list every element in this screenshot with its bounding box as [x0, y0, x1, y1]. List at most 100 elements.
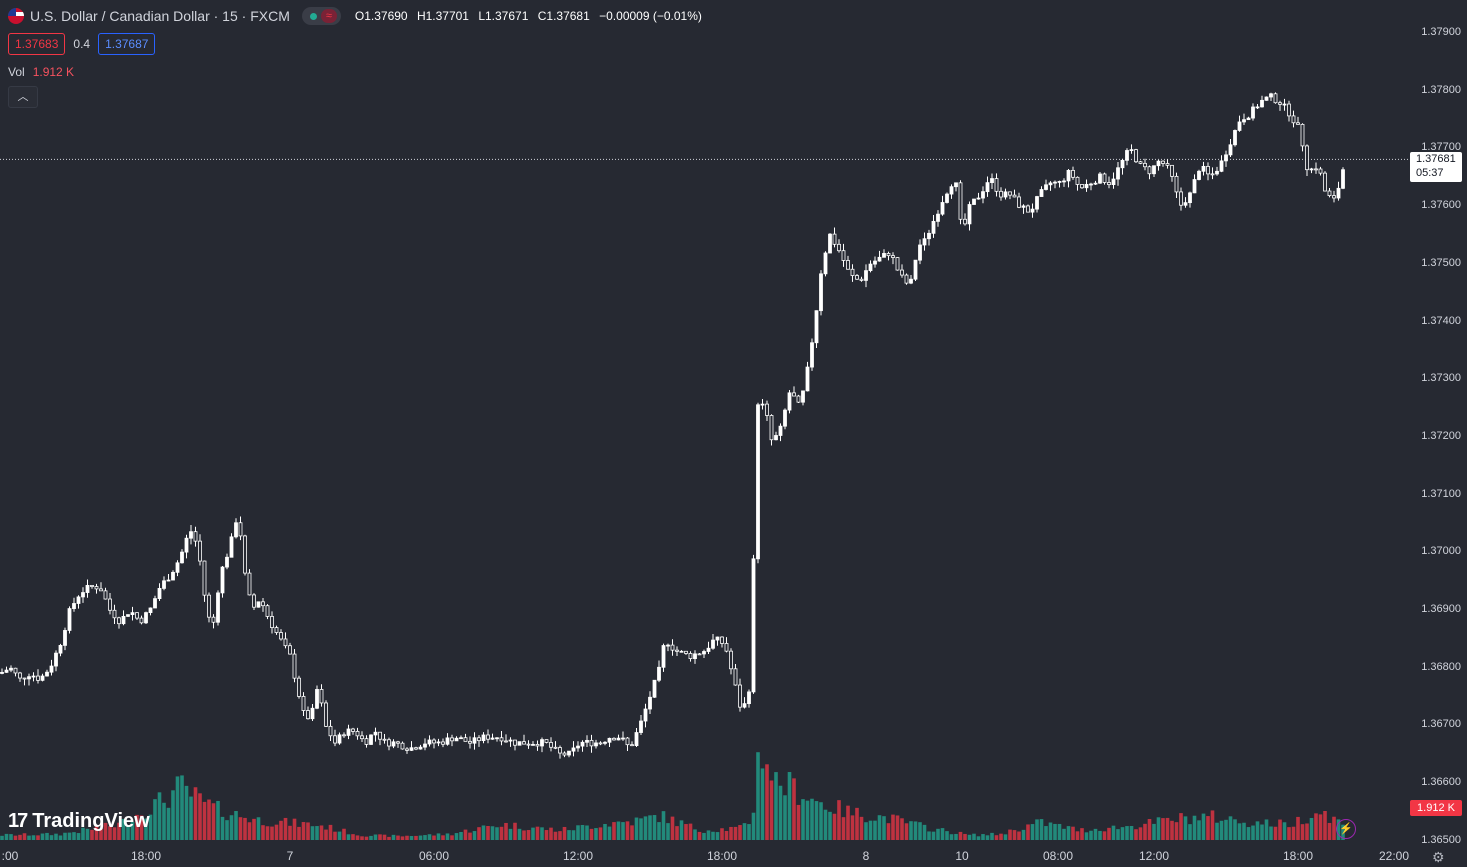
candle [990, 173, 994, 189]
time-tick-label: 22:00 [1378, 849, 1410, 863]
gear-icon[interactable]: ⚙ [1432, 849, 1445, 865]
candle [1269, 92, 1273, 101]
chart-pane[interactable] [0, 0, 1409, 845]
volume-bar [441, 835, 445, 840]
volume-bar [112, 827, 117, 840]
tradingview-logo[interactable]: 17 TradingView [8, 810, 150, 833]
candle [1111, 172, 1116, 189]
candle [85, 579, 90, 598]
candle [292, 649, 297, 683]
candle [90, 585, 94, 589]
volume-bar [837, 800, 841, 840]
volume-bar [1066, 826, 1071, 840]
volume-bar [1242, 822, 1246, 840]
volume-bar [1044, 826, 1048, 840]
volume-bar [1183, 816, 1188, 840]
candle [54, 650, 58, 672]
volume-bar [9, 834, 13, 840]
open-value: O1.37690 [354, 9, 408, 23]
candle [936, 210, 940, 227]
candle [1332, 190, 1336, 203]
volume-bar [1053, 823, 1057, 840]
candle [945, 192, 949, 204]
spread-value: 0.4 [73, 37, 91, 51]
volume-bar [351, 834, 355, 840]
volume-bar [621, 822, 625, 840]
candle [301, 692, 306, 717]
market-status[interactable]: ≈ [301, 7, 341, 25]
volume-bar [940, 828, 945, 840]
volume-bar [1039, 819, 1044, 840]
volume-bar [468, 832, 472, 840]
candle [1210, 167, 1215, 180]
candle [63, 627, 67, 651]
volume-bar [873, 820, 877, 840]
volume-bar [1323, 810, 1327, 840]
volume-bar [265, 826, 270, 840]
candle [414, 746, 418, 751]
chevron-up-icon[interactable]: ︿ [8, 86, 38, 108]
us-ca-flag-icon [8, 8, 24, 24]
candlestick-chart[interactable] [0, 0, 1409, 845]
price-tick-label: 1.36900 [1421, 603, 1461, 615]
volume-bar [220, 816, 225, 840]
volume-bar [459, 831, 463, 840]
candle [657, 660, 661, 683]
volume-bar [855, 807, 859, 840]
volume-bar [364, 836, 369, 840]
candle [783, 408, 787, 430]
volume-bar [526, 830, 531, 840]
candle [261, 597, 265, 612]
volume-bar [1197, 820, 1201, 840]
candle [612, 737, 616, 741]
candle [1242, 113, 1246, 125]
candle [927, 229, 931, 246]
candle [409, 741, 414, 752]
volume-bar [1327, 822, 1332, 840]
sell-button[interactable]: 1.37683 [8, 33, 66, 55]
candle [369, 734, 373, 746]
volume-label[interactable]: Vol [8, 65, 25, 79]
candle [720, 636, 724, 648]
candle [594, 739, 598, 749]
volume-bar [814, 801, 819, 840]
volume-bar [198, 793, 202, 840]
candle [1039, 186, 1044, 197]
candle [526, 740, 531, 749]
symbol-title[interactable]: U.S. Dollar / Canadian Dollar · 15 · FXC… [30, 8, 290, 24]
volume-bar [639, 818, 643, 840]
volume-bar [477, 827, 481, 840]
time-axis[interactable]: :00 18:00 7 06:00 12:00 18:00 8 10 08:00 12:00 18:… [0, 845, 1409, 867]
candle [288, 642, 292, 655]
candle [1278, 100, 1282, 111]
candle [738, 678, 742, 712]
candle [742, 697, 747, 709]
volume-bar [409, 836, 414, 840]
lightning-icon[interactable]: ⚡ [1336, 819, 1356, 839]
low-value: L1.37671 [478, 9, 529, 23]
candle [729, 648, 733, 675]
candle [211, 614, 216, 629]
price-axis[interactable]: 1.37900 1.37800 1.37700 1.37600 1.37500 1.374… [1409, 0, 1467, 846]
candle [999, 187, 1003, 201]
volume-bar [85, 828, 90, 840]
candle [940, 195, 945, 216]
candle [216, 590, 220, 626]
volume-bar [346, 834, 351, 840]
volume-bar [243, 817, 247, 840]
volume-bar [1156, 817, 1161, 840]
candle [346, 724, 351, 740]
buy-button[interactable]: 1.37687 [98, 33, 156, 55]
volume-bar [1057, 823, 1062, 840]
volume-bar [904, 823, 909, 840]
candle [463, 733, 468, 742]
time-tick-label: 7 [286, 849, 294, 863]
volume-bar [117, 822, 121, 840]
candle [283, 632, 288, 649]
candle [153, 595, 157, 609]
volume-bar [1314, 813, 1318, 840]
candle [234, 518, 238, 539]
trade-buttons: 1.37683 0.4 1.37687 [8, 33, 156, 55]
candle [297, 675, 301, 699]
candle [954, 182, 958, 192]
